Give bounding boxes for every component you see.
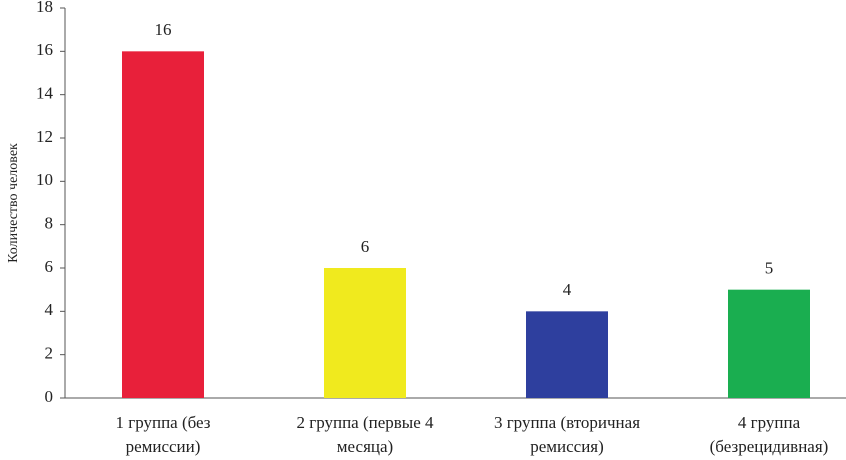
value-label: 16 xyxy=(155,20,172,39)
y-tick-label: 6 xyxy=(45,257,54,276)
y-axis-label: Количество человек xyxy=(6,143,21,263)
value-label: 4 xyxy=(563,280,572,299)
y-tick-label: 12 xyxy=(36,127,53,146)
x-tick-label: 1 группа (без ремиссии) xyxy=(115,413,210,456)
y-tick-label: 2 xyxy=(45,344,54,363)
y-tick-label: 18 xyxy=(36,0,53,16)
bar xyxy=(122,51,204,398)
y-tick-label: 16 xyxy=(36,40,53,59)
x-tick-label: 4 группа (безрецидивная) xyxy=(710,413,829,456)
x-tick-label: 2 группа (первые 4 месяца) xyxy=(296,413,434,456)
bar xyxy=(324,268,406,398)
value-label: 5 xyxy=(765,259,774,278)
value-label: 6 xyxy=(361,237,370,256)
y-tick-label: 8 xyxy=(45,214,54,233)
y-tick-label: 10 xyxy=(36,170,53,189)
x-tick-label: 3 группа (вторичная ремиссия) xyxy=(494,413,640,456)
y-tick-label: 0 xyxy=(45,387,54,406)
y-tick-label: 14 xyxy=(36,84,54,103)
bar xyxy=(526,311,608,398)
bar xyxy=(728,289,810,398)
y-tick-label: 4 xyxy=(45,300,54,319)
